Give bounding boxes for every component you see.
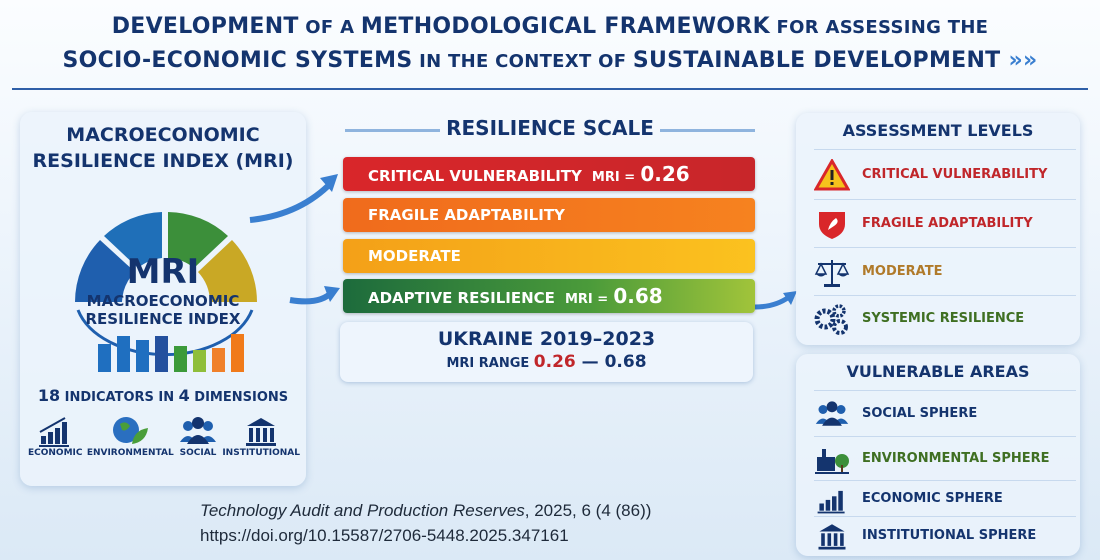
dimension-economic: ECONOMIC — [28, 414, 83, 458]
gears-icon — [814, 303, 848, 335]
dimension-environmental: ENVIRONMENTAL — [87, 414, 174, 458]
ukraine-summary: UKRAINE 2019–2023 MRI RANGE 0.26 — 0.68 — [340, 322, 753, 382]
factory-tree-icon — [815, 448, 849, 474]
title-line-1: DEVELOPMENT OF A METHODOLOGICAL FRAMEWOR… — [111, 14, 989, 39]
mri-label: MRI — [126, 252, 200, 292]
dimensions-list: ECONOMIC ENVIRONMENTAL SOCIAL INSTITUTIO… — [28, 414, 300, 458]
shield-icon — [819, 211, 845, 239]
title-line-2: SOCIO-ECONOMIC SYSTEMS IN THE CONTEXT OF… — [62, 48, 1038, 73]
economic-chart-icon — [817, 490, 845, 513]
mri-subtitle: MACROECONOMIC RESILIENCE INDEX — [85, 292, 241, 328]
assessment-levels-panel: ASSESSMENT LEVELS CRITICAL VULNERABILITY… — [796, 113, 1080, 345]
scale-level-fragile: FRAGILE ADAPTABILITY — [343, 198, 755, 232]
doi-link[interactable]: https://doi.org/10.15587/2706-5448.2025.… — [200, 526, 569, 545]
mri-heading: MACROECONOMIC RESILIENCE INDEX (MRI) — [32, 124, 294, 172]
assessment-moderate: MODERATE — [814, 247, 1076, 295]
scale-level-adaptive: ADAPTIVE RESILIENCE MRI = 0.68 — [343, 279, 755, 313]
mri-dial-icon — [75, 212, 257, 357]
dimension-social: SOCIAL — [178, 414, 218, 458]
area-social: SOCIAL SPHERE — [814, 390, 1076, 436]
institution-icon — [818, 523, 846, 549]
indicators-summary: 18 INDICATORS IN 4 DIMENSIONS — [37, 386, 289, 405]
mri-bars-graphic — [98, 330, 244, 372]
vulnerable-areas-panel: VULNERABLE AREAS SOCIAL SPHERE ENVIRONME… — [796, 354, 1080, 556]
assessment-critical: CRITICAL VULNERABILITY — [814, 149, 1076, 199]
assessment-systemic: SYSTEMIC RESILIENCE — [814, 295, 1076, 341]
scales-icon — [814, 259, 850, 287]
people-icon — [180, 417, 217, 444]
citation: Technology Audit and Production Reserves… — [200, 498, 651, 548]
assessment-fragile: FRAGILE ADAPTABILITY — [814, 199, 1076, 247]
mri-panel: MACROECONOMIC RESILIENCE INDEX (MRI) MRI… — [20, 112, 306, 486]
flow-arrows — [249, 174, 340, 305]
resilience-scale-heading: RESILIENCE SCALE — [345, 116, 755, 140]
institution-icon — [246, 418, 277, 446]
people-icon — [815, 400, 849, 426]
title-divider — [12, 88, 1088, 90]
flow-arrow-right — [755, 291, 797, 310]
scale-level-critical: CRITICAL VULNERABILITY MRI = 0.26 — [343, 157, 755, 191]
economic-chart-icon — [39, 417, 70, 447]
globe-leaf-icon — [113, 417, 149, 444]
scale-level-moderate: MODERATE — [343, 239, 755, 273]
area-institutional: INSTITUTIONAL SPHERE — [814, 516, 1076, 554]
dimension-institutional: INSTITUTIONAL — [222, 414, 300, 458]
area-environmental: ENVIRONMENTAL SPHERE — [814, 436, 1076, 480]
warning-icon — [814, 158, 850, 190]
mri-range: MRI RANGE 0.26 — 0.68 — [446, 352, 647, 372]
area-economic: ECONOMIC SPHERE — [814, 480, 1076, 516]
